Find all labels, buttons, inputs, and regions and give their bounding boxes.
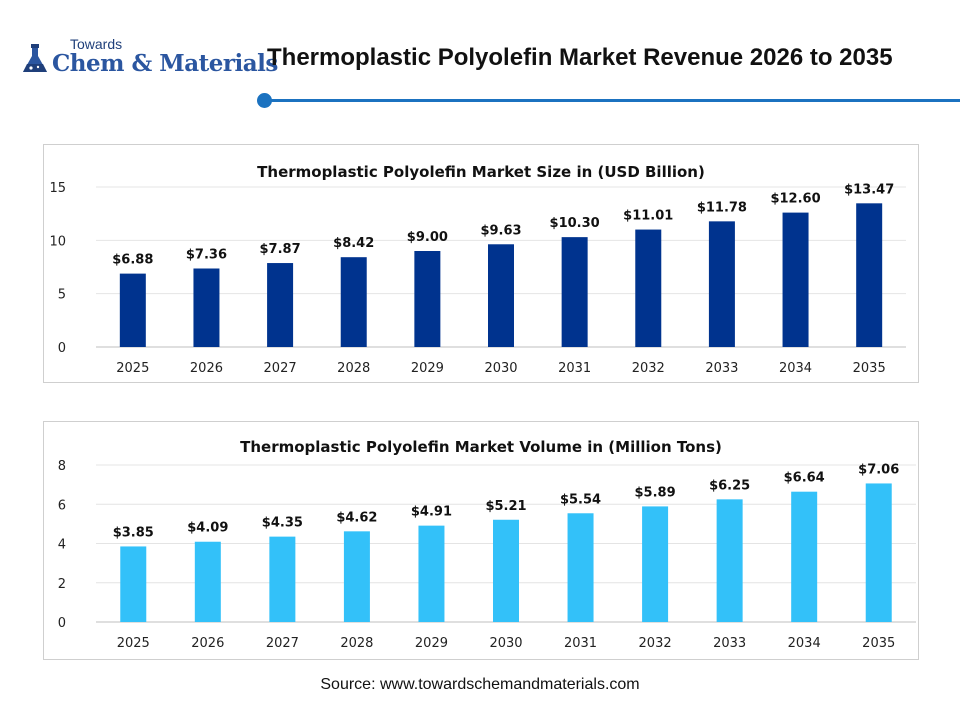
x-tick-label: 2027 [266, 636, 299, 651]
title-divider-dot [257, 93, 272, 108]
chart-title: Thermoplastic Polyolefin Market Volume i… [240, 438, 722, 456]
x-tick-label: 2027 [264, 361, 297, 376]
data-label: $3.85 [113, 525, 154, 540]
flask-icon [23, 44, 47, 72]
x-tick-label: 2029 [411, 361, 444, 376]
x-tick-label: 2032 [639, 636, 672, 651]
chart-panel-revenue: Thermoplastic Polyolefin Market Size in … [43, 144, 919, 383]
y-tick-label: 0 [58, 341, 66, 356]
y-tick-label: 2 [58, 577, 66, 592]
bar [119, 273, 146, 347]
bar [414, 251, 441, 347]
data-label: $10.30 [550, 216, 600, 231]
bar [269, 536, 296, 622]
brand-logo: Towards Chem & Materials [18, 36, 278, 80]
data-label: $4.35 [262, 516, 303, 531]
bar [865, 483, 892, 622]
y-tick-label: 6 [58, 498, 66, 513]
bar [488, 244, 514, 347]
data-label: $6.25 [709, 478, 750, 493]
data-label: $7.36 [186, 247, 227, 262]
x-tick-label: 2035 [862, 636, 895, 651]
data-label: $11.78 [697, 200, 747, 215]
data-label: $11.01 [623, 209, 673, 224]
x-tick-label: 2034 [779, 361, 812, 376]
x-tick-label: 2030 [489, 636, 522, 651]
bar [708, 221, 735, 347]
data-label: $13.47 [844, 182, 894, 197]
data-label: $5.21 [485, 499, 526, 514]
data-label: $7.87 [260, 242, 301, 257]
x-tick-label: 2029 [415, 636, 448, 651]
data-label: $6.64 [784, 471, 825, 486]
chart-title: Thermoplastic Polyolefin Market Size in … [257, 163, 705, 181]
bar [642, 506, 669, 622]
data-label: $12.60 [770, 192, 820, 207]
y-tick-label: 8 [58, 459, 66, 474]
title-divider [264, 99, 960, 102]
data-label: $6.88 [112, 253, 153, 268]
y-tick-label: 4 [58, 538, 66, 553]
y-tick-label: 15 [49, 181, 66, 196]
data-label: $4.09 [187, 521, 228, 536]
x-tick-label: 2033 [705, 361, 738, 376]
x-tick-label: 2025 [116, 361, 149, 376]
bar [716, 499, 743, 622]
bar [193, 268, 220, 347]
data-label: $4.62 [336, 510, 377, 525]
bar [635, 229, 662, 347]
volume-bar-chart: Thermoplastic Polyolefin Market Volume i… [58, 438, 916, 651]
bar [194, 541, 221, 622]
bar [267, 263, 294, 347]
bar [782, 212, 809, 347]
x-tick-label: 2032 [632, 361, 665, 376]
bar [856, 203, 883, 347]
x-tick-label: 2028 [337, 361, 370, 376]
data-label: $8.42 [333, 236, 374, 251]
logo-brand-text: Chem & Materials [52, 50, 278, 77]
x-tick-label: 2034 [788, 636, 821, 651]
revenue-bar-chart: Thermoplastic Polyolefin Market Size in … [49, 163, 906, 376]
x-tick-label: 2026 [190, 361, 223, 376]
bar [120, 546, 147, 622]
bar [340, 257, 367, 347]
bar [567, 513, 594, 622]
bar [493, 519, 519, 622]
x-tick-label: 2031 [564, 636, 597, 651]
x-tick-label: 2030 [484, 361, 517, 376]
x-tick-label: 2033 [713, 636, 746, 651]
x-tick-label: 2031 [558, 361, 591, 376]
data-label: $5.89 [635, 485, 676, 500]
data-label: $4.91 [411, 505, 452, 520]
y-tick-label: 5 [58, 288, 66, 303]
x-tick-label: 2026 [191, 636, 224, 651]
y-tick-label: 0 [58, 616, 66, 631]
bar [418, 525, 445, 622]
x-tick-label: 2035 [853, 361, 886, 376]
data-label: $9.63 [480, 223, 521, 238]
source-note: Source: www.towardschemandmaterials.com [320, 676, 640, 693]
logo-small-text: Towards [70, 36, 123, 52]
page-title: Thermoplastic Polyolefin Market Revenue … [267, 44, 893, 71]
x-tick-label: 2025 [117, 636, 150, 651]
bar [343, 531, 370, 622]
data-label: $9.00 [407, 230, 448, 245]
bar [561, 237, 588, 347]
data-label: $7.06 [858, 462, 899, 477]
chart-panel-volume: Thermoplastic Polyolefin Market Volume i… [43, 421, 919, 660]
bar [791, 491, 818, 622]
x-tick-label: 2028 [340, 636, 373, 651]
data-label: $5.54 [560, 492, 601, 507]
y-tick-label: 10 [49, 234, 66, 249]
